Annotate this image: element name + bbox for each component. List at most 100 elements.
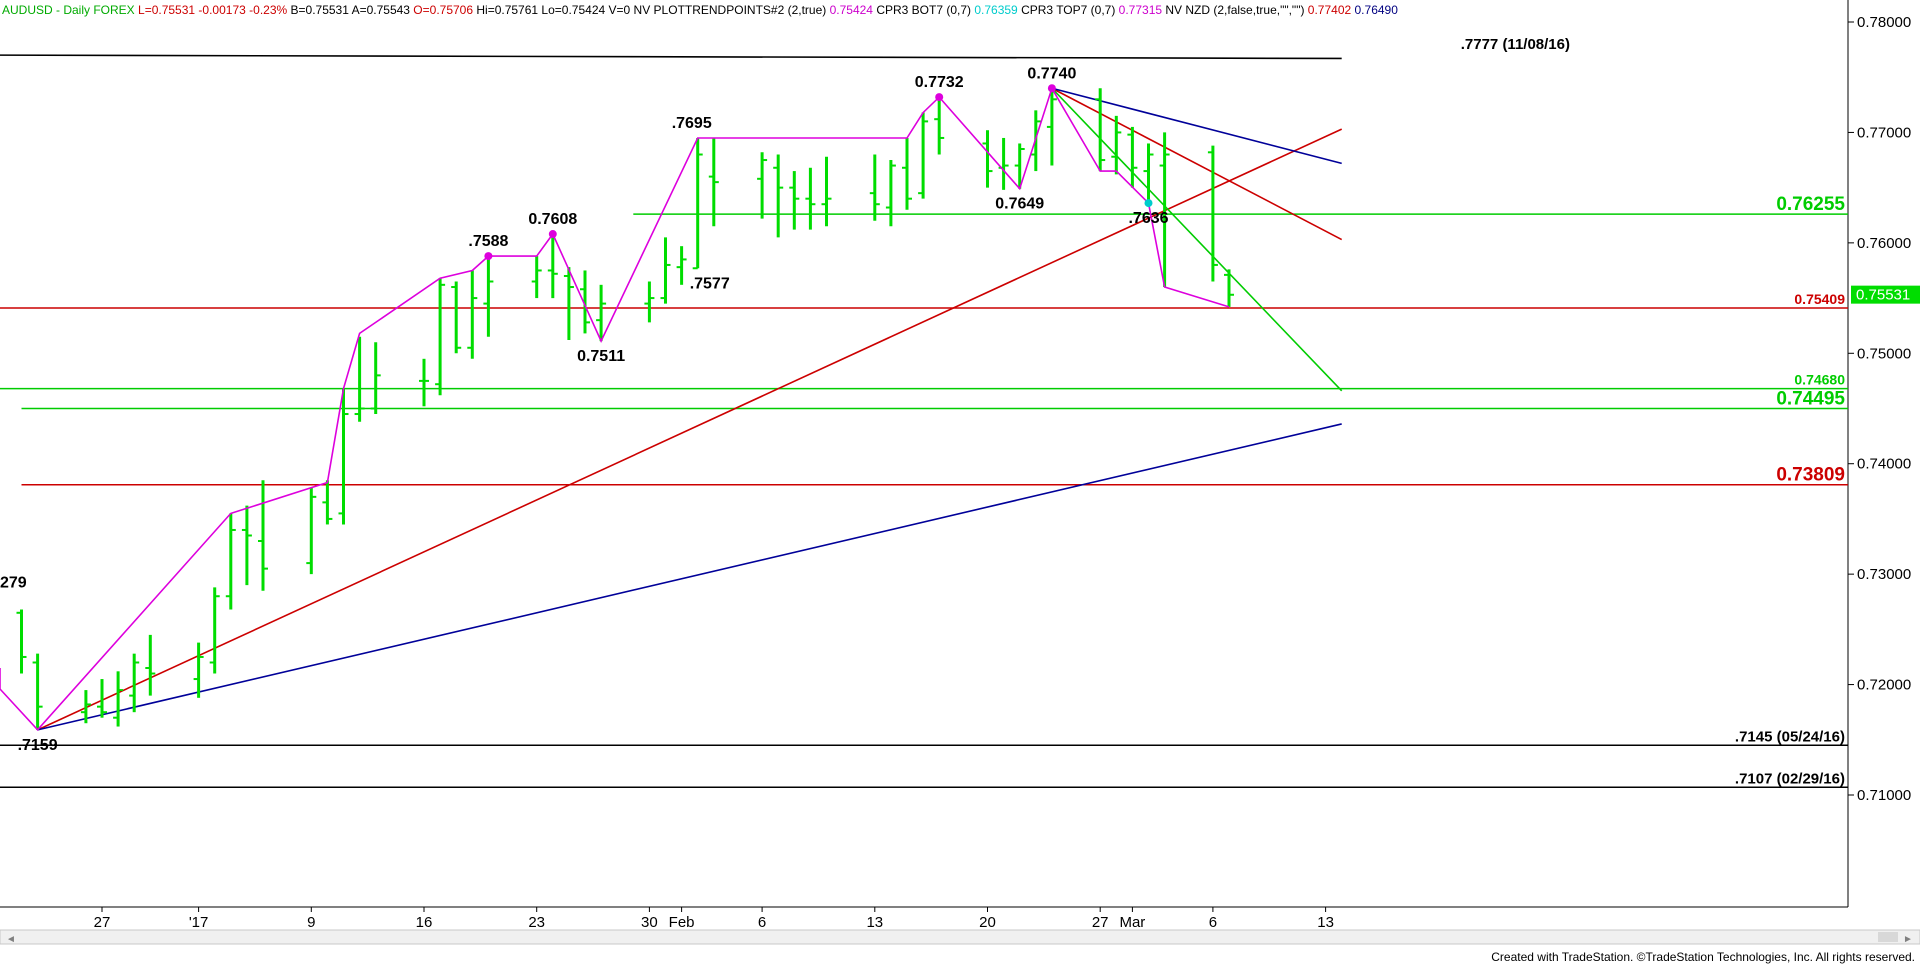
level-label: 0.75409 [1794, 291, 1845, 307]
y-tick-label: 0.73000 [1857, 566, 1911, 583]
ohlc-bar [306, 488, 317, 575]
info-bar-item: PLOTTRENDPOINTS#2 (2,true) [650, 3, 826, 17]
info-bar-item: O=0.75706 [410, 3, 473, 17]
ohlc-bar [419, 358, 429, 407]
x-tick-label: Mar [1119, 914, 1145, 931]
ohlc-bar [676, 246, 687, 285]
trend-line [37, 128, 1343, 731]
pivot-dot [484, 252, 493, 261]
ohlc-bar [1224, 269, 1234, 307]
level-label: .7107 (02/29/16) [1735, 770, 1845, 787]
ohlc-bar [225, 513, 236, 610]
pivot-label: 0.7732 [915, 74, 964, 91]
scroll-right-icon[interactable]: ► [1903, 934, 1913, 945]
level-label: 0.74495 [1776, 389, 1845, 410]
level-label: .7145 (05/24/16) [1735, 728, 1845, 745]
ohlc-bar [757, 152, 768, 219]
ohlc-bar [1159, 132, 1170, 288]
ohlc-bar [918, 112, 929, 199]
y-tick-label: 0.74000 [1857, 456, 1911, 473]
y-tick-label: 0.76000 [1857, 235, 1911, 252]
ohlc-bar [1095, 88, 1106, 172]
ohlc-bar [1111, 115, 1122, 175]
indicator-info-bar: AUDUSD - Daily FOREX L=0.75531 -0.00173 … [2, 3, 1398, 17]
y-tick-label: 0.75000 [1857, 345, 1911, 362]
ohlc-bar [596, 284, 607, 342]
pivot-label: .7695 [672, 115, 712, 132]
last-price-label: 0.75531 [1856, 287, 1910, 304]
ohlc-bar [322, 480, 333, 525]
pivot-zigzag [0, 86, 1230, 731]
ohlc-bar [241, 505, 252, 586]
pivot-label: .7636 [1128, 210, 1168, 227]
ohlc-bar [563, 267, 574, 341]
last-price-box [1851, 285, 1920, 304]
level-label: 0.74680 [1794, 372, 1845, 388]
ohlc-bar [773, 154, 784, 238]
x-tick-label: 6 [1209, 914, 1217, 931]
level-label: 0.76255 [1776, 194, 1845, 215]
ohlc-bar [1127, 126, 1138, 188]
ohlc-bar [821, 156, 832, 227]
pivot-label: .7588 [468, 233, 508, 250]
level-label: 0.73809 [1776, 465, 1845, 486]
y-tick-label: 0.71000 [1857, 787, 1911, 804]
y-tick-label: 0.78000 [1857, 14, 1911, 31]
ohlc-bar [789, 171, 800, 230]
pivot-label: .7159 [18, 737, 58, 754]
ohlc-bar [1143, 143, 1154, 204]
info-bar-item: CPR3 TOP7 (0,7) [1018, 3, 1116, 17]
info-bar-item: B=0.75531 [287, 3, 349, 17]
info-bar-item: 0.77315 [1115, 3, 1162, 17]
scroll-thumb[interactable] [1878, 932, 1898, 942]
x-tick-label: 16 [416, 914, 433, 931]
scroll-left-icon[interactable]: ◄ [6, 934, 16, 945]
ohlc-bar [1046, 88, 1057, 166]
info-bar-item: CPR3 BOT7 (0,7) [873, 3, 971, 17]
pivot-label: 0.7649 [995, 196, 1044, 213]
x-tick-label: '17 [189, 914, 209, 931]
ohlc-bar [209, 587, 220, 674]
ohlc-bar [934, 97, 945, 155]
pivot-label: 279 [0, 574, 27, 591]
pivot-dot [1047, 84, 1056, 93]
info-bar-text: AUDUSD - Daily FOREX L=0.75531 -0.00173 … [2, 3, 1398, 17]
ohlc-bar [80, 690, 91, 724]
ohlc-bar [16, 609, 27, 674]
pivot-dot [1144, 199, 1153, 208]
pivot-dot [548, 230, 557, 239]
time-axis: 27 '17 9 16 23 30 Feb 6 13 20 27 Mar 6 13 [0, 906, 1848, 931]
info-bar-item: 0.76490 [1351, 3, 1398, 17]
ohlc-bar [338, 388, 349, 525]
x-tick-label: 13 [1317, 914, 1334, 931]
pivot-label: 0.7608 [528, 211, 577, 228]
price-axis: 0.78000 0.77000 0.76000 0.75000 0.74000 0.730… [1847, 0, 1920, 907]
horizontal-scrollbar[interactable]: ◄ ► [0, 929, 1920, 945]
info-bar-item: NV NZD (2,false,true,"","") [1162, 3, 1304, 17]
y-tick-label: 0.77000 [1857, 124, 1911, 141]
x-tick-label: Feb [669, 914, 695, 931]
ohlc-bar [32, 653, 43, 730]
x-tick-label: 9 [307, 914, 315, 931]
ohlc-bar [354, 336, 365, 422]
ohlc-bar [869, 154, 880, 221]
ohlc-bar [129, 653, 140, 713]
ohlc-bar [1207, 145, 1218, 282]
pivot-path [0, 84, 1230, 731]
copyright-footer: Created with TradeStation. ©TradeStation… [1491, 950, 1915, 964]
pivot-label: 0.7740 [1027, 65, 1076, 82]
y-tick-label: 0.72000 [1857, 677, 1911, 694]
info-bar-item: 0.77402 [1304, 3, 1351, 17]
x-tick-label: 13 [866, 914, 883, 931]
ohlc-bar [370, 342, 381, 415]
pivot-label: 0.7511 [577, 348, 625, 365]
ohlc-bar [258, 480, 268, 591]
ohlc-bar [483, 256, 494, 337]
info-bar-item: L=0.75531 [135, 3, 196, 17]
ohlc-bar [1014, 143, 1025, 189]
pivot-label: .7577 [690, 275, 730, 292]
info-bar-item: -0.23% [246, 3, 288, 17]
ohlc-bar [193, 642, 204, 698]
ohlc-bar [644, 281, 655, 323]
